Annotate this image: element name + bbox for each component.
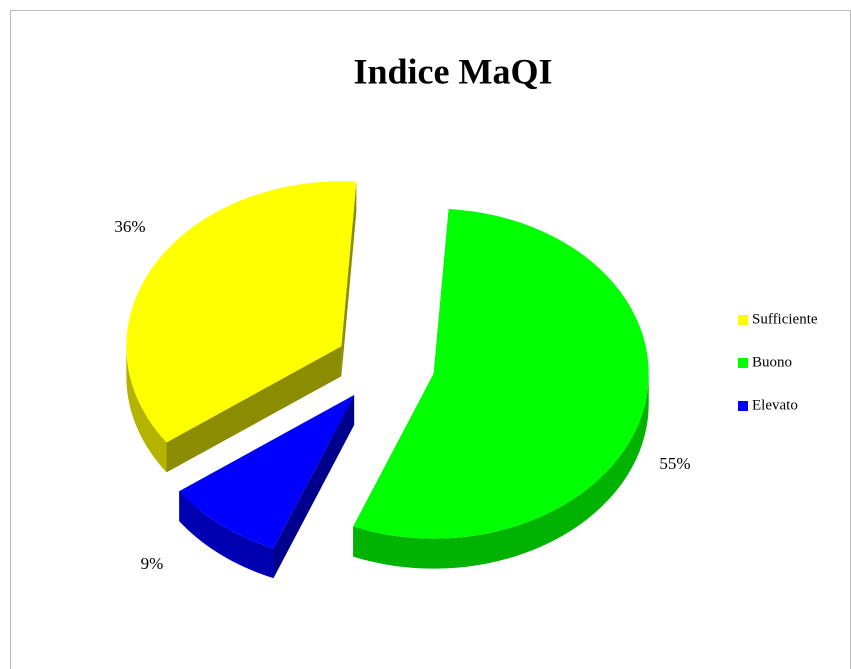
slice-wall: [353, 373, 649, 569]
legend-swatch: [738, 315, 748, 325]
chart-title: Indice MaQI: [353, 51, 552, 91]
slice-side: [341, 181, 357, 377]
legend-label: Buono: [752, 354, 792, 370]
pie-tops: [126, 181, 649, 549]
slice-side: [273, 395, 355, 579]
pie-slice: [179, 395, 355, 549]
legend-swatch: [738, 358, 748, 368]
legend-swatch: [738, 401, 748, 411]
slice-wall: [179, 491, 274, 579]
pie-slice: [126, 181, 357, 443]
legend-label: Elevato: [752, 397, 798, 413]
slice-side: [166, 346, 342, 473]
data-label: 9%: [141, 554, 164, 573]
pie-slice: [353, 209, 649, 539]
data-label: 36%: [114, 217, 145, 236]
legend-label: Sufficiente: [752, 311, 818, 327]
slice-wall: [126, 346, 167, 473]
data-label: 55%: [659, 454, 690, 473]
